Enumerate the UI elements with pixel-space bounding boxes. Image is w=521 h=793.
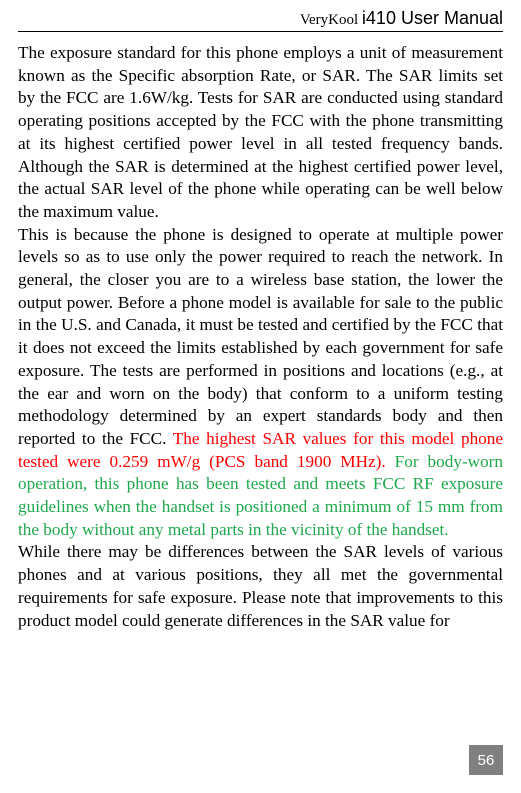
paragraph-2-black: This is because the phone is designed to… <box>18 225 503 448</box>
header-brand: VeryKool <box>300 12 362 28</box>
page-container: VeryKool i410 User Manual The exposure s… <box>0 0 521 793</box>
page-number-box: 56 <box>469 745 503 775</box>
header-product: i410 User Manual <box>362 8 503 28</box>
paragraph-3: While there may be differences between t… <box>18 542 503 629</box>
body-text: The exposure standard for this phone emp… <box>18 42 503 632</box>
page-number: 56 <box>478 752 495 769</box>
paragraph-1: The exposure standard for this phone emp… <box>18 43 503 221</box>
page-header: VeryKool i410 User Manual <box>18 8 503 32</box>
